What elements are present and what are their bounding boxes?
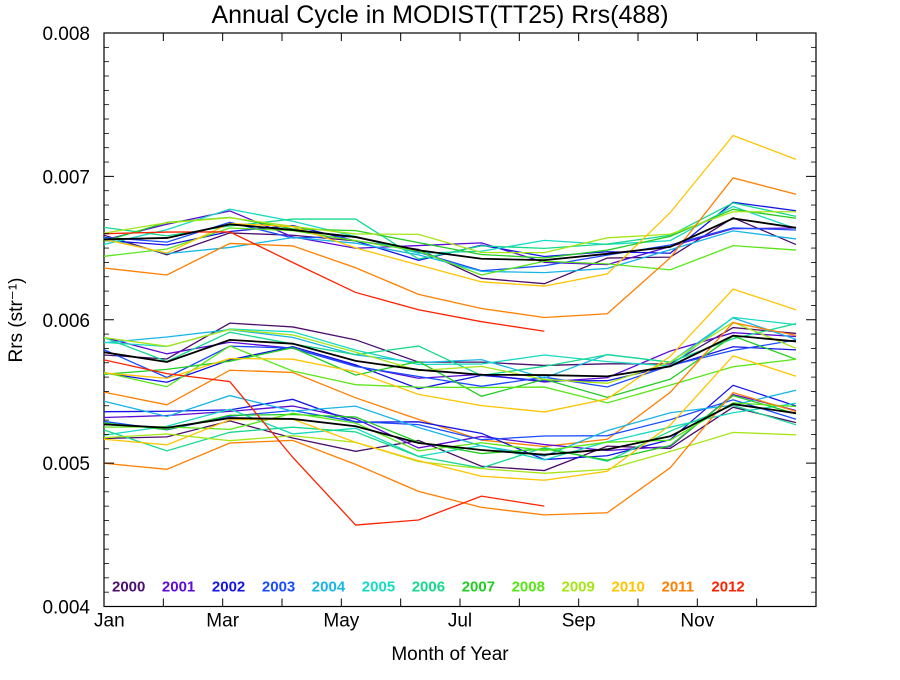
svg-text:2002: 2002 [212, 579, 245, 596]
svg-text:2004: 2004 [312, 579, 346, 596]
svg-text:0.007: 0.007 [42, 167, 90, 188]
svg-text:2012: 2012 [711, 579, 744, 596]
svg-text:0.004: 0.004 [42, 598, 90, 619]
svg-text:Jan: Jan [94, 611, 125, 632]
svg-text:2009: 2009 [562, 579, 595, 596]
svg-text:Mar: Mar [206, 611, 239, 632]
svg-text:2005: 2005 [362, 579, 395, 596]
svg-text:0.005: 0.005 [42, 454, 90, 475]
svg-text:0.006: 0.006 [42, 311, 90, 332]
svg-text:2011: 2011 [662, 579, 695, 596]
svg-text:2003: 2003 [262, 579, 295, 596]
svg-text:Nov: Nov [680, 611, 714, 632]
svg-text:Annual Cycle in MODIST(TT25) R: Annual Cycle in MODIST(TT25) Rrs(488) [211, 1, 668, 29]
svg-text:2006: 2006 [412, 579, 445, 596]
svg-text:2010: 2010 [612, 579, 645, 596]
svg-text:May: May [323, 611, 359, 632]
svg-text:2000: 2000 [112, 579, 145, 596]
svg-text:2001: 2001 [162, 579, 195, 596]
svg-text:Jul: Jul [448, 611, 472, 632]
svg-text:Sep: Sep [562, 611, 596, 632]
svg-text:Rrs (str⁻¹): Rrs (str⁻¹) [6, 278, 27, 363]
svg-text:2007: 2007 [462, 579, 495, 596]
svg-text:2008: 2008 [512, 579, 545, 596]
svg-text:Month of Year: Month of Year [391, 644, 509, 665]
svg-text:0.008: 0.008 [42, 24, 90, 45]
